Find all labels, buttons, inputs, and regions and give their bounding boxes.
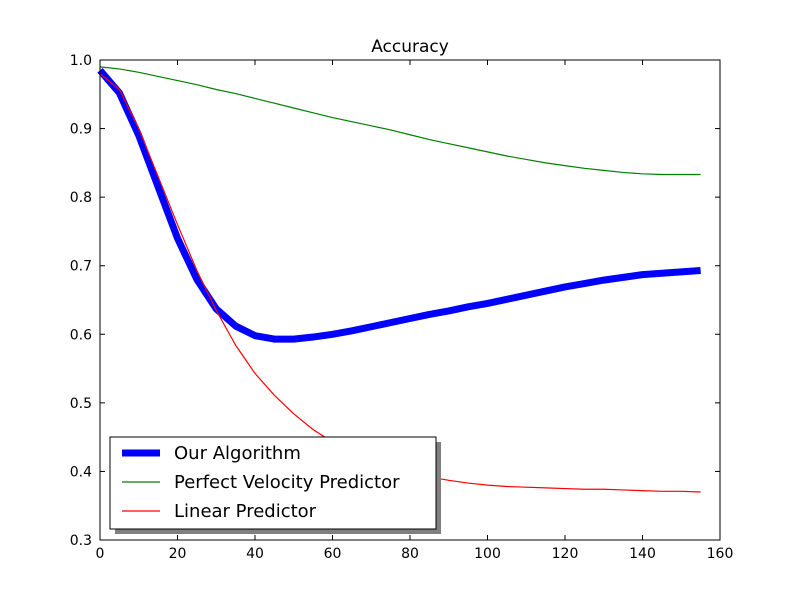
y-tick-label: 0.9 — [70, 122, 92, 138]
plot-frame — [99, 59, 721, 541]
y-tick-label: 0.4 — [70, 464, 92, 480]
x-tick-label: 0 — [96, 546, 105, 562]
x-tick-label: 40 — [246, 546, 264, 562]
y-tick-label: 0.3 — [70, 533, 92, 549]
x-tick-label: 140 — [629, 546, 656, 562]
series-line-our-algorithm — [97, 68, 701, 343]
x-tick-label: 60 — [324, 546, 342, 562]
y-tick-label: 0.6 — [70, 327, 92, 343]
y-tick-label: 1.0 — [70, 53, 92, 69]
x-tick-label: 20 — [169, 546, 187, 562]
y-tick-label: 0.7 — [70, 259, 92, 275]
axes: 0 20 40 60 80 100 120 140 160 0.3 0.4 0.5 0.6 0.7 0.8 0… — [70, 53, 734, 562]
x-tick-label: 80 — [401, 546, 419, 562]
legend-box — [109, 436, 437, 530]
chart-title: Accuracy — [371, 37, 449, 57]
y-tick-label: 0.8 — [70, 190, 92, 206]
series-line-perfect-velocity-predictor — [99, 66, 701, 176]
x-tick-label: 100 — [474, 546, 501, 562]
y-tick-label: 0.5 — [70, 396, 92, 412]
legend-label: Our Algorithm — [174, 443, 301, 464]
legend: Our Algorithm Perfect Velocity Predictor L… — [109, 436, 441, 534]
x-tick-label: 160 — [707, 546, 734, 562]
legend-label: Linear Predictor — [174, 501, 317, 522]
x-tick-label: 120 — [552, 546, 579, 562]
legend-label: Perfect Velocity Predictor — [174, 472, 400, 493]
